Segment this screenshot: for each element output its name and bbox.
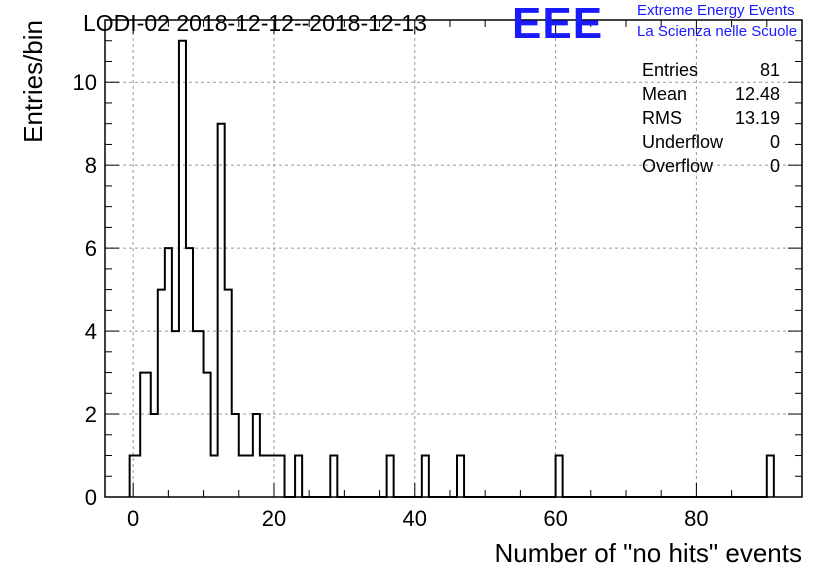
x-tick-label: 0 [127,506,139,531]
stats-box: Entries 81 Mean 12.48 RMS 13.19 Underflo… [642,58,780,178]
plot-frame [104,19,803,498]
histogram-step-line [128,39,775,498]
stat-label: Underflow [642,132,724,152]
logo-text-line2: La Scienza nelle Scuole [637,23,798,40]
y-tick-label: 2 [85,402,97,427]
stat-row-rms: RMS 13.19 [642,106,780,130]
stat-label: Mean [642,84,688,104]
y-tick-label: 10 [73,70,97,95]
x-tick-label: 60 [543,506,567,531]
stat-value: 81 [759,60,780,80]
stat-row-overflow: Overflow 0 [642,154,780,178]
stat-row-entries: Entries 81 [642,58,780,82]
y-tick-label: 0 [85,485,97,510]
y-axis-label: Entries/bin [18,20,48,143]
stat-label: Entries [642,60,699,80]
y-tick-label: 4 [85,319,97,344]
x-tick-label: 80 [684,506,708,531]
eee-logo: EEE [512,0,604,48]
stat-value: 0 [769,132,780,152]
y-tick-label: 8 [85,153,97,178]
stat-value: 13.19 [734,108,780,128]
logo-text-line1: Extreme Energy Events [637,2,795,19]
stat-value: 12.48 [734,84,780,104]
stat-label: Overflow [642,156,714,176]
x-tick-label: 20 [262,506,286,531]
stat-label: RMS [642,108,682,128]
chart-title: LODI-02 2018-12-12--2018-12-13 [83,10,427,36]
stat-row-mean: Mean 12.48 [642,82,780,106]
stat-row-underflow: Underflow 0 [642,130,780,154]
x-axis-label: Number of "no hits" events [495,538,803,568]
stat-value: 0 [769,156,780,176]
x-tick-label: 40 [403,506,427,531]
y-tick-label: 6 [85,236,97,261]
